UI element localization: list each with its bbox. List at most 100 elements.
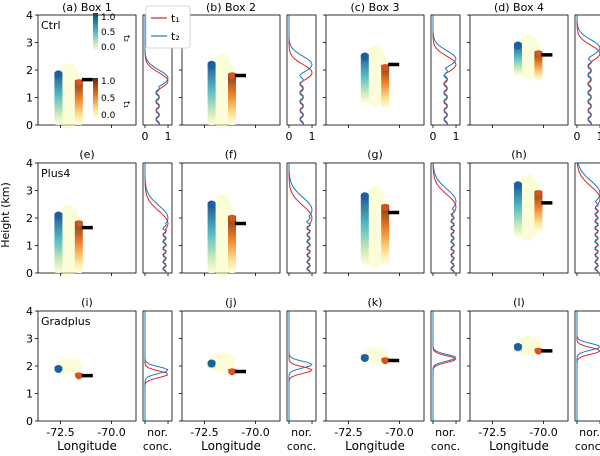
panel-title: (b) Box 2 (206, 1, 256, 14)
colorbar-t1-tick: 1.0 (101, 77, 116, 87)
x-tick-label: -70.0 (385, 426, 413, 439)
t2-plume-head (513, 41, 522, 50)
x-tick-label: -72.5 (190, 426, 218, 439)
conc-frame (574, 310, 600, 422)
panel-title: (j) (225, 296, 237, 309)
t2-plume (54, 212, 63, 273)
conc-tick-label: 1 (453, 130, 460, 143)
conc-axis-label: nor. (147, 426, 168, 439)
panel-5: (f) (179, 148, 317, 277)
colorbar-t1-tick: 0.5 (101, 94, 115, 104)
y-axis-label: Height (km) (0, 182, 12, 248)
t1-plume-head (381, 203, 389, 211)
panel-frame (37, 162, 137, 274)
panel-title: (l) (513, 296, 525, 309)
y-tick-label: 1 (26, 388, 33, 401)
t2-plume-head (54, 365, 63, 373)
conc-axis-label: nor. (291, 426, 312, 439)
t1-plume-head (228, 214, 236, 222)
row-label: Ctrl (41, 19, 61, 32)
conc-axis-label: nor. (579, 426, 600, 439)
t1-plume-head (75, 220, 83, 228)
t2-plume (207, 201, 216, 273)
conc-profile-t2 (432, 15, 457, 126)
t1-plume-head (75, 372, 83, 380)
colorbar-t2-bar (93, 13, 98, 51)
panel-title: (h) (511, 148, 527, 161)
t2-plume (360, 53, 369, 103)
t1-plume-head (381, 357, 389, 365)
x-tick-label: -70.0 (241, 426, 269, 439)
conc-frame (286, 162, 317, 274)
panel-4: 0 1 2 3 4 (e) Plus4 (26, 148, 173, 280)
panel-7: (h) (467, 148, 600, 276)
panel-title: (k) (368, 296, 383, 309)
t1-plume (381, 204, 390, 265)
conc-tick-label: 1 (309, 130, 316, 143)
panel-title: (a) Box 1 (62, 1, 112, 14)
panel-frame (325, 310, 425, 422)
x-axis-label: Longitude (57, 439, 117, 453)
conc-axis-label: conc. (143, 440, 172, 453)
panel-frame (37, 14, 137, 126)
conc-profile-t2 (576, 311, 600, 421)
t2-plume-head (513, 343, 522, 351)
conc-profile-t2 (144, 15, 169, 126)
t2-plume-head (207, 60, 216, 69)
x-axis-label: Longitude (345, 439, 405, 453)
conc-profile-t2 (432, 162, 457, 274)
colorbar-t2-label: t₂ (121, 35, 131, 43)
conc-profile-t2 (144, 163, 169, 274)
t1-plume-head (534, 50, 542, 58)
conc-profile-t1 (288, 163, 313, 274)
conc-profile-t2 (288, 15, 313, 126)
x-tick-label: -72.5 (334, 426, 362, 439)
conc-profile-t2 (288, 311, 313, 421)
conc-profile-t2 (577, 162, 600, 274)
x-tick-label: -72.5 (46, 426, 74, 439)
panel-title: (g) (367, 148, 383, 161)
legend: t₁ t₂ (145, 5, 191, 49)
conc-tick-label: 1 (165, 130, 172, 143)
y-tick-label: 0 (26, 267, 33, 280)
t2-plume-head (54, 70, 63, 79)
panel-title: (c) Box 3 (350, 1, 399, 14)
panel-frame (37, 310, 137, 422)
t1-plume (534, 190, 543, 232)
conc-profile-t2 (576, 15, 600, 126)
t2-plume-head (54, 211, 63, 220)
conc-frame (574, 14, 600, 126)
colorbar-t1-tick: 0.0 (101, 111, 116, 121)
t2-plume-head (360, 192, 369, 201)
x-tick-label: -70.0 (529, 426, 557, 439)
colorbar-t1-label: t₁ (121, 101, 131, 109)
x-tick-label: -72.5 (478, 426, 506, 439)
y-tick-label: 3 (26, 333, 33, 346)
y-tick-label: 3 (26, 37, 33, 50)
conc-profile-t2 (144, 311, 169, 421)
t1-plume (74, 79, 83, 125)
t1-plume-head (228, 368, 236, 376)
t1-plume (534, 50, 543, 81)
colorbar-t2: 1.0 0.5 0.0 t₂ (93, 13, 131, 53)
legend-box (145, 5, 191, 49)
conc-tick-label: 0 (430, 130, 437, 143)
y-tick-label: 1 (26, 92, 33, 105)
y-tick-label: 2 (26, 64, 33, 77)
colorbar-t1: 1.0 0.5 0.0 t₁ (93, 77, 131, 121)
legend-t2-label: t₂ (171, 30, 180, 43)
panel-title: (d) Box 4 (494, 1, 544, 14)
panel-title: (i) (81, 296, 93, 309)
conc-axis-label: conc. (575, 440, 600, 453)
panel-6: (g) (323, 148, 461, 276)
colorbar-t2-tick: 1.0 (101, 13, 116, 23)
t2-plume (513, 42, 522, 76)
y-tick-label: 3 (26, 185, 33, 198)
colorbar-t2-tick: 0.5 (101, 28, 115, 38)
t2-plume (207, 61, 216, 125)
panel-title: (e) (79, 148, 94, 161)
t2-plume (54, 71, 63, 125)
